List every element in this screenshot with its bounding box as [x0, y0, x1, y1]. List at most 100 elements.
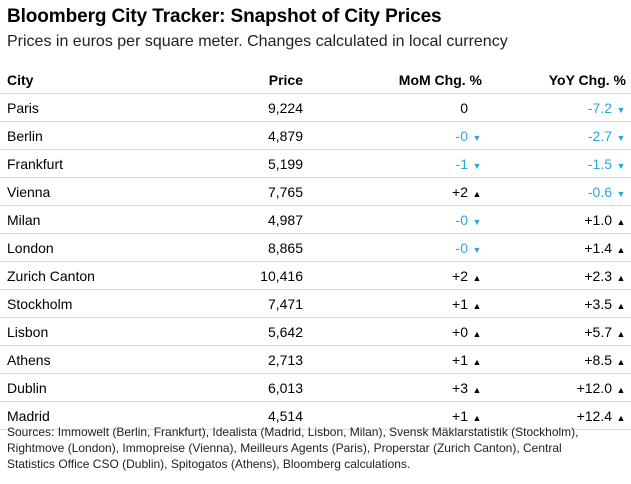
- price-cell: 5,642: [187, 317, 303, 346]
- mom-change-cell: +1 ▲: [303, 401, 487, 430]
- mom-change-cell: -1 ▼: [303, 149, 487, 178]
- price-cell: 4,514: [187, 401, 303, 430]
- yoy-change-cell: +2.3 ▲: [487, 261, 631, 290]
- triangle-down-icon: ▼: [472, 160, 482, 171]
- triangle-up-icon: ▲: [616, 328, 626, 339]
- mom-value: +1: [452, 407, 468, 424]
- triangle-down-icon: ▼: [616, 160, 626, 171]
- table-body: Paris9,2240▲-7.2▼Berlin4,879-0▼-2.7▼Fran…: [0, 93, 631, 430]
- yoy-value: -1.5: [587, 155, 612, 172]
- price-cell: 8,865: [187, 233, 303, 262]
- table-header-row: City Price MoM Chg. % YoY Chg. %: [0, 66, 631, 94]
- triangle-up-icon: ▲: [616, 216, 626, 227]
- table-row: Dublin 6,013 +3 ▲ +12.0 ▲: [0, 373, 631, 402]
- table-row: Berlin 4,879 -0 ▼ -2.7 ▼: [0, 121, 631, 150]
- yoy-value: +2.3: [584, 267, 612, 284]
- yoy-change-cell: -0.6 ▼: [487, 177, 631, 206]
- column-header-mom: MoM Chg. %: [303, 66, 487, 94]
- yoy-value: +12.4: [576, 407, 612, 424]
- price-cell: 10,416: [187, 261, 303, 290]
- city-cell: Vienna: [0, 177, 187, 206]
- city-cell: Frankfurt: [0, 149, 187, 178]
- city-cell: Paris: [0, 93, 187, 122]
- city-cell: Lisbon: [0, 317, 187, 346]
- yoy-change-cell: -1.5 ▼: [487, 149, 631, 178]
- triangle-up-icon: ▲: [472, 188, 482, 199]
- table-row: London 8,865 -0 ▼ +1.4 ▲: [0, 233, 631, 262]
- table-row: Milan 4,987 -0 ▼ +1.0 ▲: [0, 205, 631, 234]
- triangle-down-icon: ▼: [616, 132, 626, 143]
- column-header-price: Price: [187, 66, 303, 94]
- triangle-up-icon: ▲: [472, 272, 482, 283]
- mom-change-cell: +2 ▲: [303, 177, 487, 206]
- yoy-change-cell: -7.2 ▼: [487, 93, 631, 122]
- mom-change-cell: +2 ▲: [303, 261, 487, 290]
- triangle-up-icon: ▲: [472, 328, 482, 339]
- price-cell: 5,199: [187, 149, 303, 178]
- triangle-up-icon: ▲: [472, 356, 482, 367]
- mom-value: +2: [452, 267, 468, 284]
- yoy-value: +5.7: [584, 323, 612, 340]
- source-note: Sources: Immowelt (Berlin, Frankfurt), I…: [7, 425, 579, 471]
- city-cell: Dublin: [0, 373, 187, 402]
- table-row: Athens 2,713 +1 ▲ +8.5 ▲: [0, 345, 631, 374]
- yoy-change-cell: +12.0 ▲: [487, 373, 631, 402]
- column-header-yoy: YoY Chg. %: [487, 66, 631, 94]
- triangle-up-icon: ▲: [616, 356, 626, 367]
- city-cell: Milan: [0, 205, 187, 234]
- price-cell: 4,879: [187, 121, 303, 150]
- triangle-up-icon: ▲: [616, 300, 626, 311]
- mom-value: +0: [452, 323, 468, 340]
- triangle-down-icon: ▼: [472, 244, 482, 255]
- chart-title: Bloomberg City Tracker: Snapshot of City…: [7, 6, 442, 27]
- mom-value: +1: [452, 295, 468, 312]
- yoy-value: +8.5: [584, 351, 612, 368]
- yoy-value: -0.6: [587, 183, 612, 200]
- yoy-change-cell: +8.5 ▲: [487, 345, 631, 374]
- table-row: Frankfurt 5,199 -1 ▼ -1.5 ▼: [0, 149, 631, 178]
- table-row: Lisbon 5,642 +0 ▲ +5.7 ▲: [0, 317, 631, 346]
- city-cell: Stockholm: [0, 289, 187, 318]
- table-row: Vienna 7,765 +2 ▲ -0.6 ▼: [0, 177, 631, 206]
- yoy-change-cell: +1.0 ▲: [487, 205, 631, 234]
- mom-value: +2: [452, 183, 468, 200]
- yoy-value: -7.2: [587, 99, 612, 116]
- mom-change-cell: -0 ▼: [303, 205, 487, 234]
- table-row: Zurich Canton 10,416 +2 ▲ +2.3 ▲: [0, 261, 631, 290]
- yoy-change-cell: +5.7 ▲: [487, 317, 631, 346]
- city-cell: London: [0, 233, 187, 262]
- triangle-up-icon: ▲: [472, 412, 482, 423]
- city-cell: Madrid: [0, 401, 187, 430]
- price-cell: 9,224: [187, 93, 303, 122]
- mom-value: -1: [455, 155, 468, 172]
- triangle-up-icon: ▲: [472, 384, 482, 395]
- triangle-up-icon: ▲: [616, 412, 626, 423]
- yoy-value: +1.4: [584, 239, 612, 256]
- price-cell: 7,471: [187, 289, 303, 318]
- triangle-down-icon: ▼: [472, 132, 482, 143]
- yoy-value: +3.5: [584, 295, 612, 312]
- mom-change-cell: -0 ▼: [303, 121, 487, 150]
- triangle-up-icon: ▲: [472, 300, 482, 311]
- price-cell: 6,013: [187, 373, 303, 402]
- yoy-value: +12.0: [576, 379, 612, 396]
- triangle-down-icon: ▼: [616, 104, 626, 115]
- table-row: Madrid 4,514 +1 ▲ +12.4 ▲: [0, 401, 631, 430]
- mom-change-cell: -0 ▼: [303, 233, 487, 262]
- yoy-change-cell: -2.7 ▼: [487, 121, 631, 150]
- column-header-city: City: [0, 66, 187, 94]
- yoy-change-cell: +3.5 ▲: [487, 289, 631, 318]
- mom-value: +1: [452, 351, 468, 368]
- yoy-change-cell: +12.4 ▲: [487, 401, 631, 430]
- price-cell: 7,765: [187, 177, 303, 206]
- city-cell: Athens: [0, 345, 187, 374]
- triangle-up-icon: ▲: [616, 272, 626, 283]
- triangle-down-icon: ▼: [616, 188, 626, 199]
- price-cell: 2,713: [187, 345, 303, 374]
- mom-change-cell: +1 ▲: [303, 345, 487, 374]
- price-cell: 4,987: [187, 205, 303, 234]
- city-cell: Zurich Canton: [0, 261, 187, 290]
- mom-value: -0: [455, 211, 468, 228]
